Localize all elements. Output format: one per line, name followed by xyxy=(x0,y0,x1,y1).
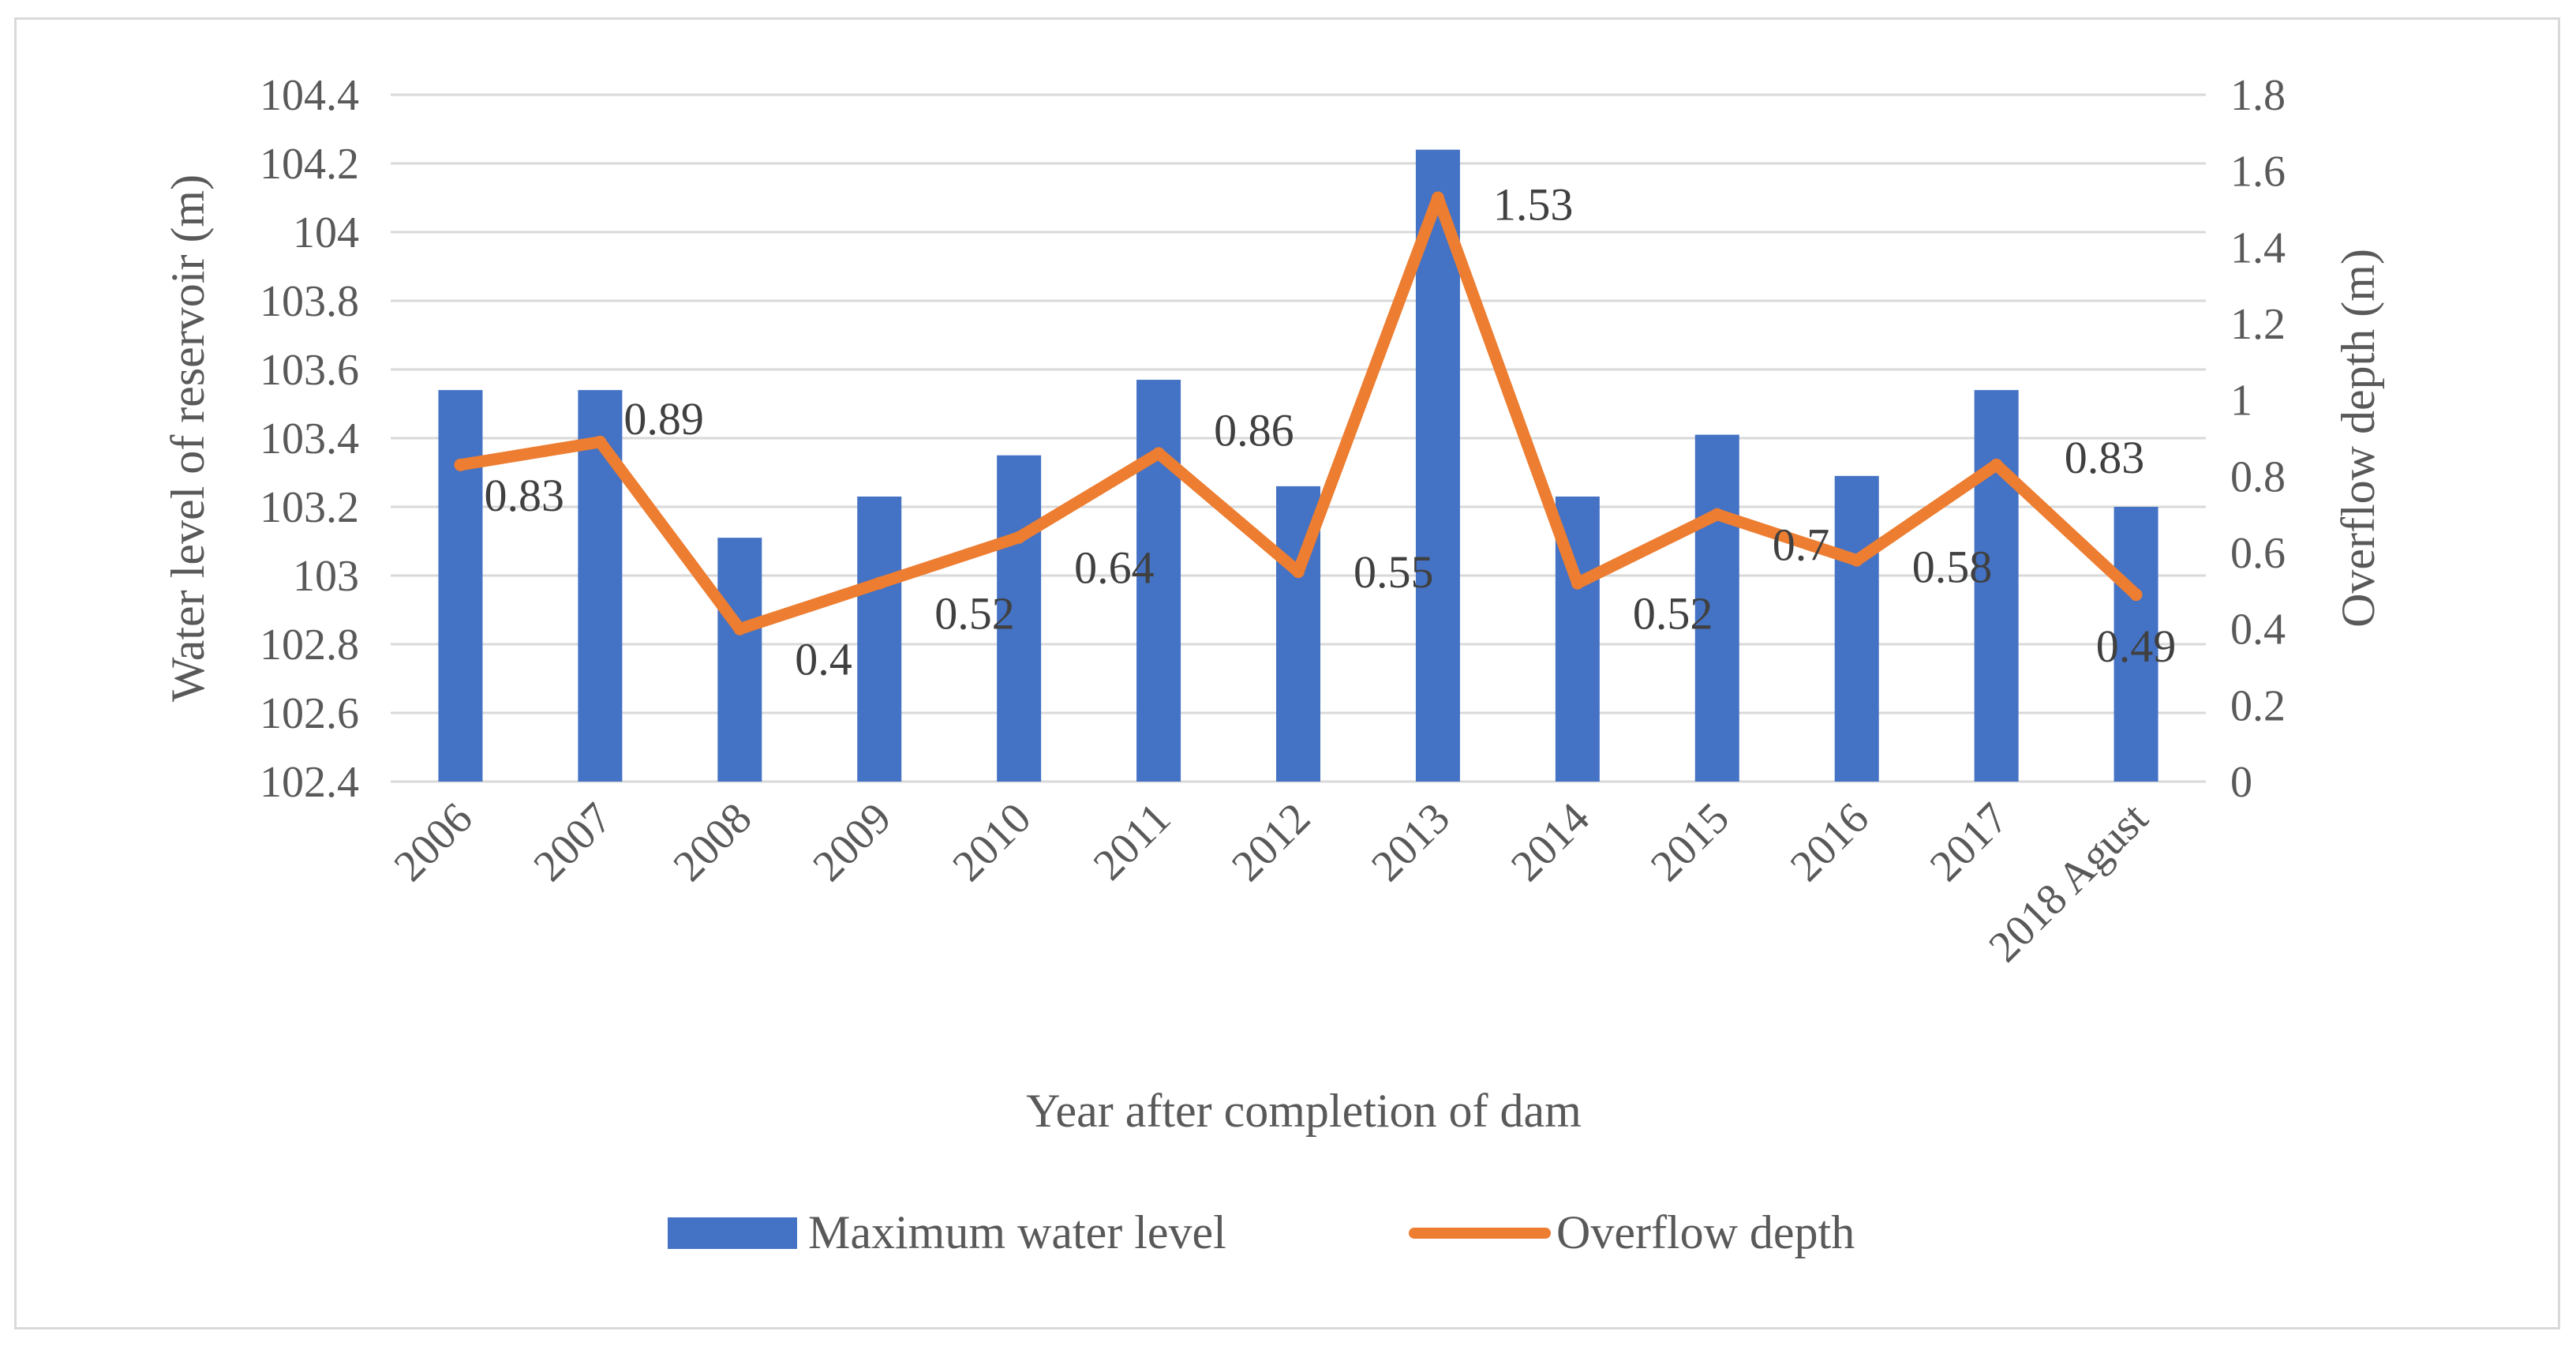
x-tick-label: 2008 xyxy=(664,793,761,891)
data-label: 0.89 xyxy=(623,393,704,444)
left-tick-label: 103.6 xyxy=(260,346,359,395)
x-tick-label: 2016 xyxy=(1781,793,1878,891)
right-tick-label: 1.2 xyxy=(2230,300,2286,349)
legend-label-maximum-water-level: Maximum water level xyxy=(808,1206,1226,1258)
x-tick-label: 2010 xyxy=(943,793,1040,891)
line-series-overflow-depth xyxy=(454,191,2143,636)
left-tick-label: 102.8 xyxy=(260,621,359,669)
x-tick-label: 2014 xyxy=(1502,793,1599,891)
line-point xyxy=(733,622,747,636)
bar-2009 xyxy=(857,496,902,782)
line-point xyxy=(2129,588,2143,602)
bar-2011 xyxy=(1136,380,1181,782)
bar-2008 xyxy=(717,538,762,782)
left-tick-label: 102.6 xyxy=(260,689,359,738)
x-axis-title: Year after completion of dam xyxy=(1026,1085,1582,1137)
line-point xyxy=(1850,553,1863,567)
bar-2015 xyxy=(1694,434,1739,782)
data-label: 0.86 xyxy=(1214,404,1294,456)
left-tick-label: 104.4 xyxy=(260,71,359,120)
right-tick-label: 1.6 xyxy=(2230,148,2286,197)
legend-swatch-maximum-water-level xyxy=(668,1217,797,1249)
right-axis-ticks: 1.8 1.6 1.4 1.2 1 0.8 0.6 0.4 0.2 0 xyxy=(2230,71,2286,807)
left-axis-title: Water level of reservoir (m) xyxy=(162,174,214,702)
data-label: 0.55 xyxy=(1354,546,1434,598)
line-point xyxy=(1152,447,1166,460)
data-label: 0.4 xyxy=(795,634,852,685)
bar-series-maximum-water-level xyxy=(438,149,2159,782)
legend-label-overflow-depth: Overflow depth xyxy=(1556,1206,1855,1258)
left-tick-label: 104 xyxy=(293,208,359,257)
data-label: 0.49 xyxy=(2096,621,2177,672)
x-tick-label: 2007 xyxy=(525,793,622,891)
line-point xyxy=(454,458,467,471)
line-point xyxy=(1292,565,1305,579)
right-tick-label: 0 xyxy=(2230,758,2252,807)
line-point xyxy=(1710,508,1724,521)
bar-2017 xyxy=(1974,390,2019,782)
left-tick-label: 103.2 xyxy=(260,483,359,532)
right-tick-label: 1 xyxy=(2230,377,2252,426)
left-tick-label: 104.2 xyxy=(260,140,359,189)
right-tick-label: 0.2 xyxy=(2230,681,2286,730)
left-tick-label: 103 xyxy=(293,552,359,601)
x-tick-label: 2015 xyxy=(1642,793,1739,891)
left-tick-label: 103.8 xyxy=(260,277,359,326)
x-tick-label: 2011 xyxy=(1084,793,1181,890)
data-label: 0.58 xyxy=(1912,542,1993,593)
line-point xyxy=(1571,576,1584,590)
bar-2016 xyxy=(1834,475,1879,782)
bar-2006 xyxy=(438,390,483,782)
x-tick-label: 2006 xyxy=(385,793,482,891)
overflow-depth-line xyxy=(454,192,2143,636)
data-label: 0.7 xyxy=(1773,519,1830,571)
line-point xyxy=(873,576,886,590)
left-axis-ticks: 104.4 104.2 104 103.8 103.6 103.4 103.2 103 102.… xyxy=(260,71,359,807)
bar-2010 xyxy=(997,455,1042,782)
right-tick-label: 0.4 xyxy=(2230,606,2286,654)
data-label: 0.52 xyxy=(934,588,1015,639)
left-tick-label: 102.4 xyxy=(260,758,359,807)
x-tick-label: 2017 xyxy=(1921,793,2018,891)
line-point xyxy=(1431,191,1444,204)
right-tick-label: 0.8 xyxy=(2230,452,2286,501)
right-tick-label: 1.4 xyxy=(2230,223,2286,272)
line-point xyxy=(1990,458,2003,471)
line-point xyxy=(593,435,607,448)
data-label: 0.83 xyxy=(2065,432,2145,483)
right-axis-title: Overflow depth (m) xyxy=(2332,249,2384,628)
right-tick-label: 0.6 xyxy=(2230,529,2286,578)
x-tick-label: 2009 xyxy=(803,793,900,891)
data-labels: 0.83 0.89 0.4 0.52 0.64 0.86 0.55 1.53 0.52 0.7 0.… xyxy=(484,179,2176,685)
x-tick-label: 2013 xyxy=(1362,793,1459,891)
data-label: 1.53 xyxy=(1493,179,1574,231)
legend: Maximum water level Overflow depth xyxy=(668,1206,1855,1258)
x-tick-label: 2012 xyxy=(1222,793,1320,891)
left-tick-label: 103.4 xyxy=(260,414,359,463)
right-tick-label: 1.8 xyxy=(2230,71,2286,120)
bar-2018-agust xyxy=(2114,507,2159,782)
line-point xyxy=(1013,531,1026,544)
data-label: 0.52 xyxy=(1633,588,1713,639)
x-axis-ticks: 2006 2007 2008 2009 2010 2011 2012 2013 2014 2015… xyxy=(385,793,2158,972)
data-label: 0.64 xyxy=(1074,542,1155,594)
data-label: 0.83 xyxy=(484,470,564,521)
